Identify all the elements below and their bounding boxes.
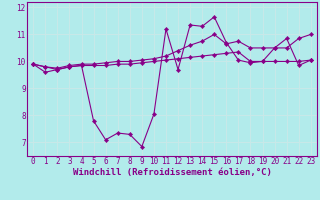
- X-axis label: Windchill (Refroidissement éolien,°C): Windchill (Refroidissement éolien,°C): [73, 168, 271, 177]
